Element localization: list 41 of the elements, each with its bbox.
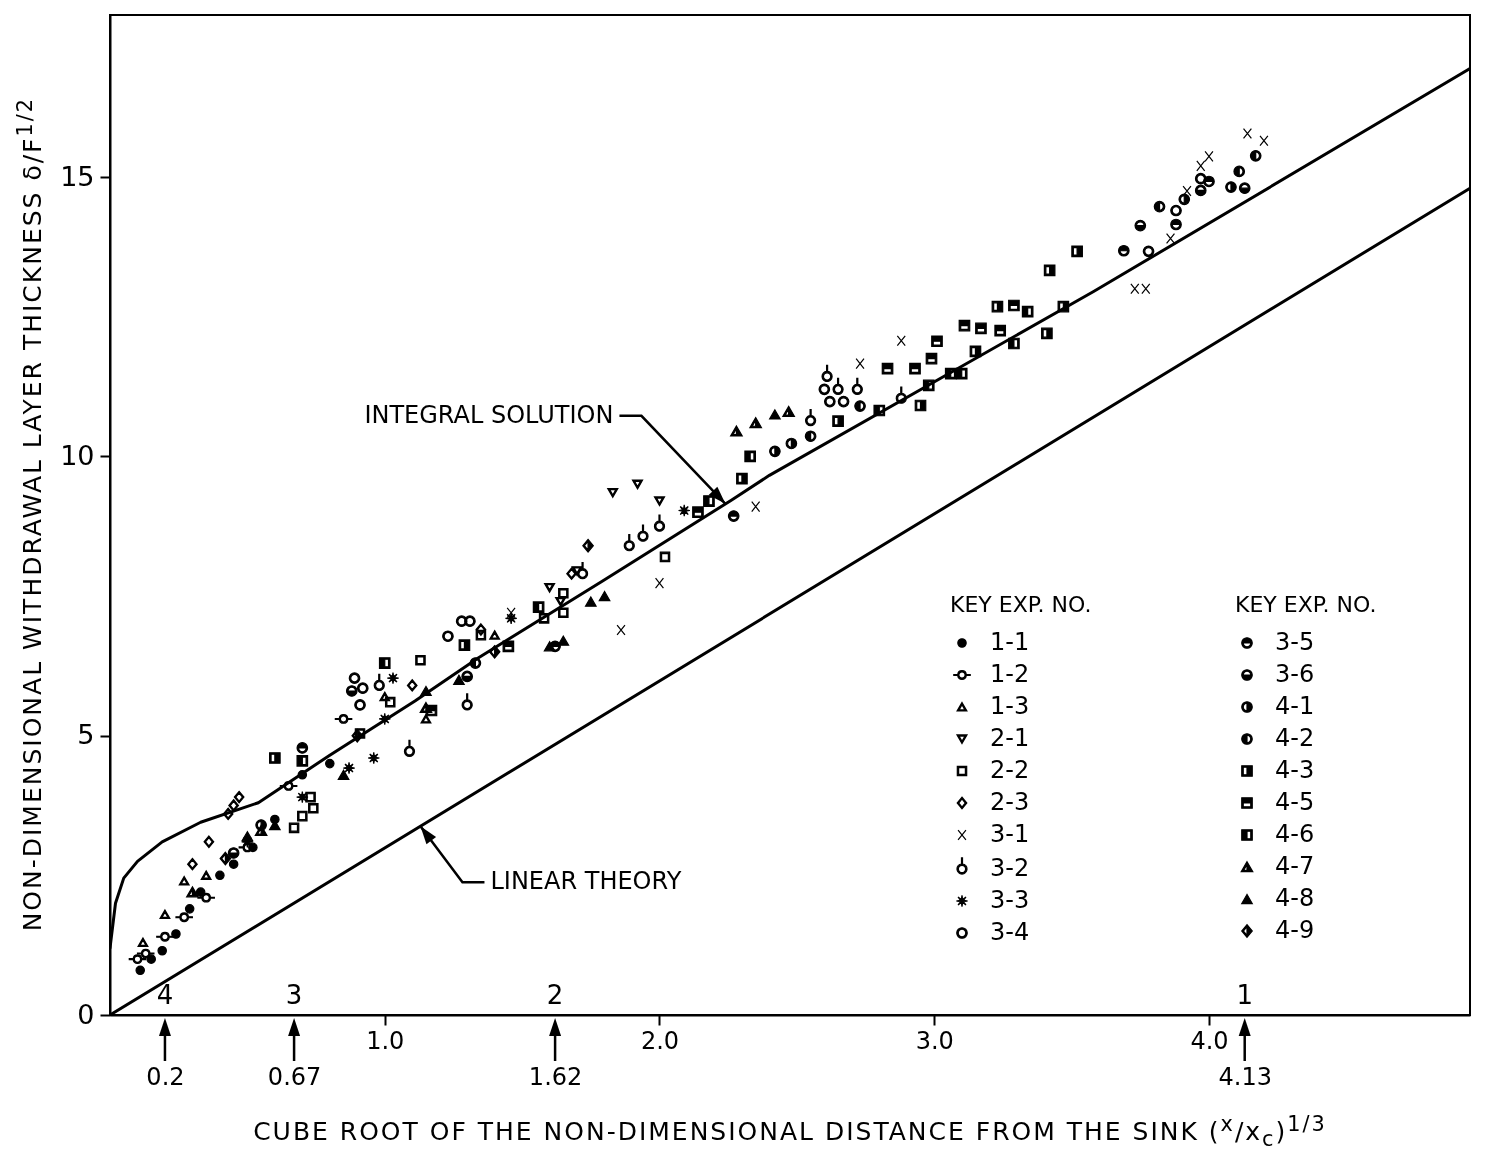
- legend-label: 4-6: [1275, 820, 1315, 848]
- x2-tick-label: 1.62: [528, 1062, 583, 1091]
- legend-label: 4-7: [1275, 852, 1315, 880]
- legend-label: 4-3: [1275, 756, 1315, 784]
- legend-label: 1-2: [990, 660, 1030, 688]
- y-tick-label: 0: [77, 998, 95, 1030]
- legend-label: 4-1: [1275, 692, 1315, 720]
- legend-label: 2-1: [990, 724, 1030, 752]
- y-tick-label: 10: [60, 439, 95, 471]
- annotation: 1: [1236, 980, 1253, 1010]
- annotation: INTEGRAL SOLUTION: [364, 400, 614, 429]
- legend-label: 4-5: [1275, 788, 1315, 816]
- legend-label: 3-4: [990, 918, 1030, 946]
- x2-tick-label: 0.67: [267, 1062, 322, 1091]
- legend-label: 3-5: [1275, 628, 1315, 656]
- annotation: 4: [156, 980, 174, 1010]
- legend-label: 2-3: [990, 788, 1030, 816]
- x-tick-label: 1.0: [366, 1026, 405, 1055]
- text: KEY EXP. NO.: [1235, 592, 1377, 617]
- x2-tick-label: 4.13: [1218, 1062, 1272, 1091]
- annotation: 2: [546, 980, 564, 1010]
- x-tick-label: 3.0: [915, 1026, 954, 1055]
- x-tick-label: 4.0: [1190, 1026, 1229, 1055]
- x2-tick-label: 0.2: [146, 1062, 185, 1091]
- legend-title: KEY EXP. NO.: [950, 592, 1092, 617]
- legend-label: 1-1: [990, 628, 1030, 656]
- annotation: LINEAR THEORY: [490, 867, 682, 896]
- legend-label: 3-3: [990, 886, 1030, 914]
- legend-label: 3-1: [990, 820, 1030, 848]
- legend-label: 3-2: [990, 854, 1030, 882]
- legend-label: 1-3: [990, 692, 1030, 720]
- annotation: 3: [285, 980, 303, 1010]
- y-tick-label: 5: [77, 719, 95, 751]
- legend-label: 4-9: [1275, 916, 1315, 944]
- y-tick-label: 15: [60, 160, 95, 192]
- legend-label: 4-8: [1275, 884, 1315, 912]
- x-tick-label: 2.0: [640, 1026, 680, 1055]
- x-axis-title: CUBE ROOT OF THE NON-DIMENSIONAL DISTANCE FROM THE SINK ($^{x}$/x$_{c}$)$^{1/3}$: [252, 1112, 1328, 1152]
- legend-label: 3-6: [1275, 660, 1315, 688]
- legend-label: 4-2: [1275, 724, 1315, 752]
- legend-label: 2-2: [990, 756, 1030, 784]
